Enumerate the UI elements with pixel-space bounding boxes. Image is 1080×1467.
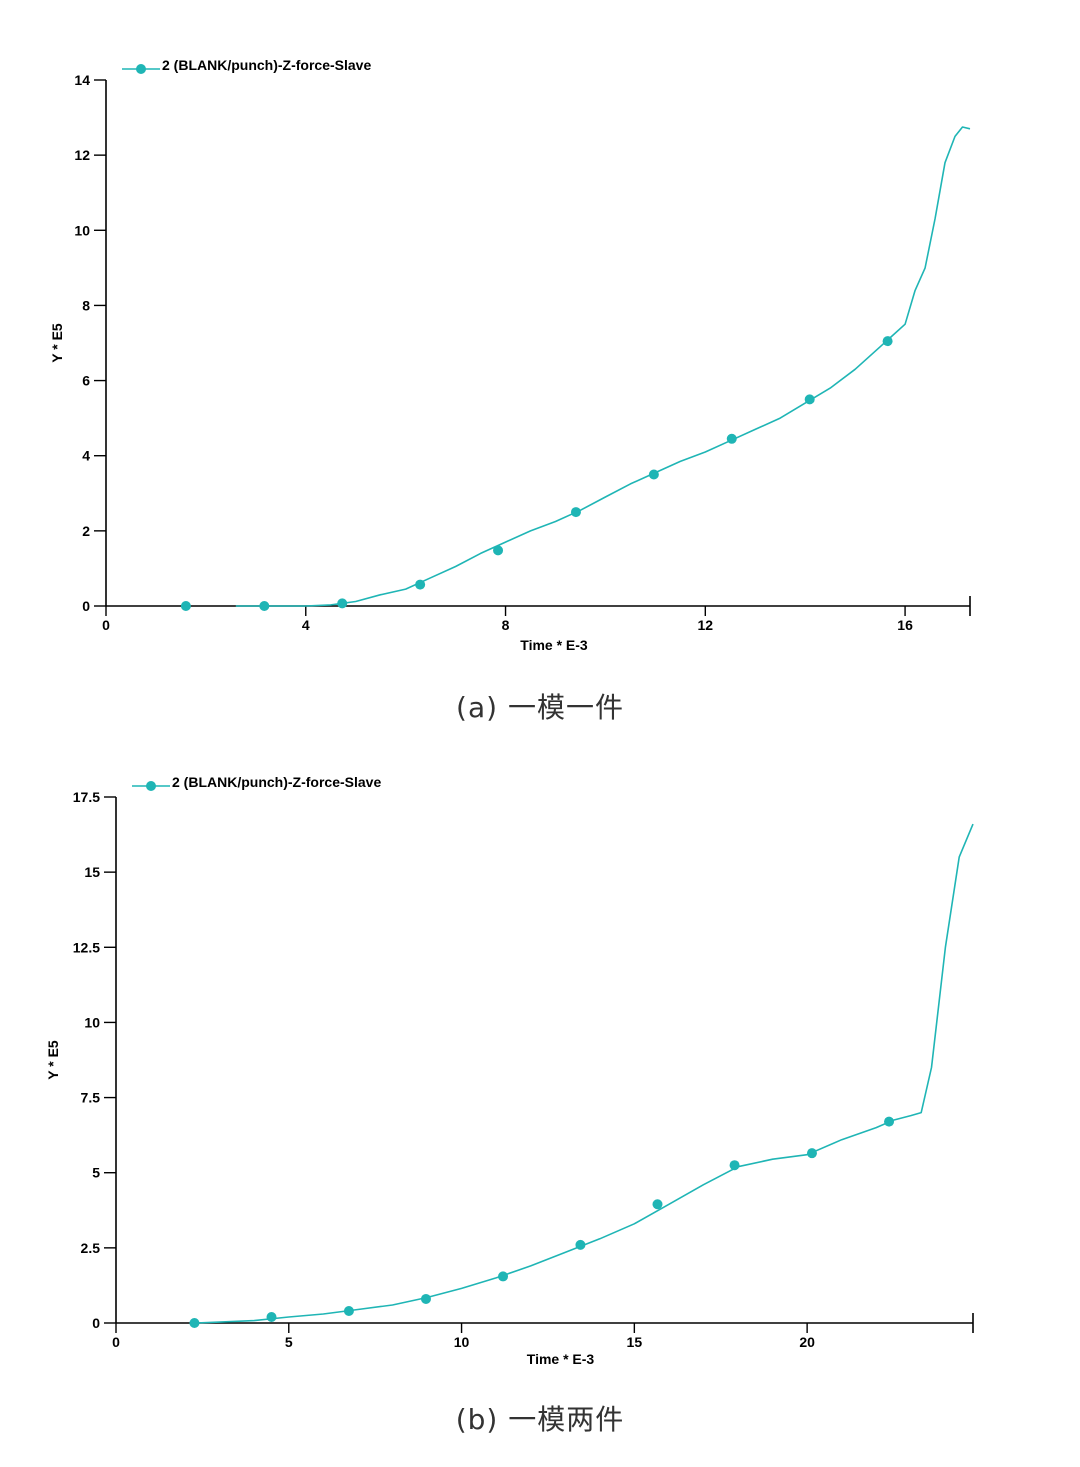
x-tick-label: 0: [102, 617, 110, 633]
x-tick-label: 20: [799, 1334, 815, 1350]
y-tick-label: 10: [84, 1014, 100, 1030]
y-tick-label: 2.5: [81, 1240, 101, 1256]
series-marker: [729, 1160, 740, 1171]
x-tick-label: 16: [897, 617, 913, 633]
chart-a-svg: 0 2 4 6 8 10 12 14 0 4 8 12 16 Time * E-3 Y * E5 2 (BLA…: [49, 57, 971, 653]
y-tick-label: 17.5: [73, 789, 100, 805]
y-tick-label: 12.5: [73, 939, 100, 955]
y-tick-label: 6: [82, 373, 90, 389]
x-tick-label: 12: [698, 617, 714, 633]
y-axis-title: Y * E5: [45, 1040, 61, 1080]
series-marker: [189, 1318, 200, 1328]
y-tick-label: 12: [74, 147, 90, 163]
y-tick-label: 10: [74, 222, 90, 238]
y-tick-label: 0: [82, 598, 90, 614]
series-line: [235, 126, 971, 607]
x-tick-label: 4: [302, 617, 310, 633]
legend-marker: [146, 781, 156, 791]
series-marker: [415, 579, 426, 590]
series-marker: [804, 394, 815, 405]
x-tick-label: 5: [285, 1334, 293, 1350]
chart-b-svg: 0 2.5 5 7.5 10 12.5 15 17.5 0 5 10 15 20 Time * E-3 Y …: [45, 774, 974, 1367]
series-marker: [570, 507, 581, 518]
x-tick-label: 0: [112, 1334, 120, 1350]
chart-a-caption: (a) 一模一件: [456, 691, 624, 724]
series-marker: [806, 1148, 817, 1159]
x-axis-title: Time * E-3: [527, 1351, 595, 1367]
legend-marker: [136, 64, 146, 74]
series-marker: [575, 1239, 586, 1250]
series-marker: [884, 1116, 895, 1127]
y-tick-label: 2: [82, 523, 90, 539]
y-tick-label: 14: [74, 72, 90, 88]
legend-label: 2 (BLANK/punch)-Z-force-Slave: [172, 774, 381, 790]
series-marker: [652, 1199, 663, 1210]
series-marker: [343, 1305, 354, 1316]
x-tick-label: 10: [454, 1334, 470, 1350]
y-tick-label: 4: [82, 448, 90, 464]
series-marker: [726, 433, 737, 444]
y-tick-label: 7.5: [81, 1090, 101, 1106]
chart-b-caption: (b) 一模两件: [455, 1403, 625, 1436]
y-tick-label: 5: [92, 1165, 100, 1181]
series-marker: [493, 545, 504, 556]
series-marker: [337, 598, 348, 609]
series-marker: [259, 601, 270, 611]
series-marker: [498, 1271, 509, 1282]
series-line: [195, 823, 974, 1324]
x-tick-label: 8: [502, 617, 510, 633]
y-tick-label: 8: [82, 297, 90, 313]
x-axis-title: Time * E-3: [520, 637, 588, 653]
legend-label: 2 (BLANK/punch)-Z-force-Slave: [162, 57, 371, 73]
series-marker: [420, 1293, 431, 1304]
series-marker: [882, 336, 893, 347]
y-tick-label: 0: [92, 1315, 100, 1331]
chart-a: 0 2 4 6 8 10 12 14 0 4 8 12 16 Time * E-3 Y * E5 2 (BLA…: [0, 0, 1080, 680]
x-tick-label: 15: [627, 1334, 643, 1350]
y-axis-title: Y * E5: [49, 323, 65, 363]
series-marker: [266, 1311, 277, 1322]
series-marker: [648, 469, 659, 480]
chart-b: 0 2.5 5 7.5 10 12.5 15 17.5 0 5 10 15 20 Time * E-3 Y …: [0, 730, 1080, 1380]
series-marker: [180, 601, 191, 611]
y-tick-label: 15: [84, 864, 100, 880]
